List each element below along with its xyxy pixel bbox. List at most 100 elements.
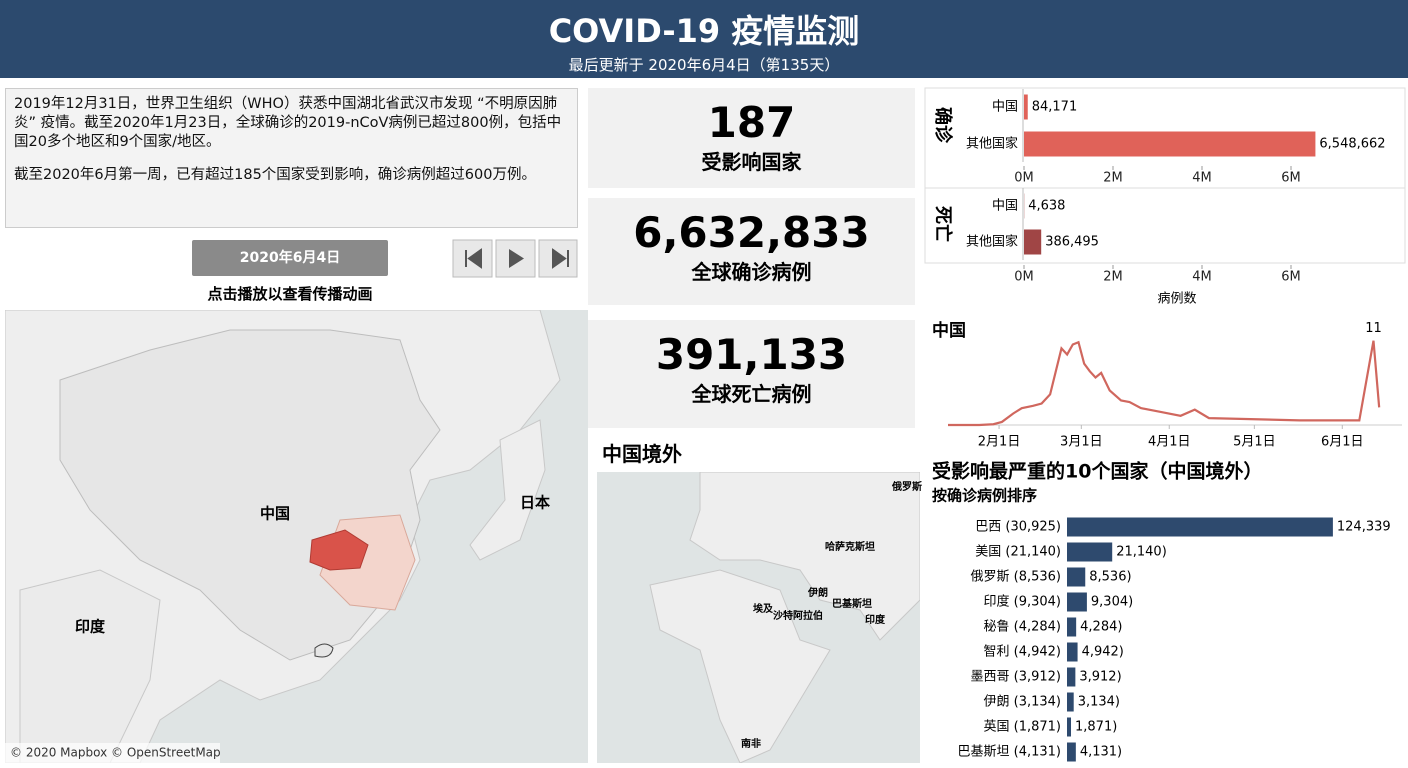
x-tick-label: 4M: [1192, 171, 1212, 186]
bar: [1067, 617, 1077, 637]
bar: [1024, 229, 1042, 255]
value-label: 3,134): [1078, 695, 1120, 710]
x-tick-label: 6M: [1281, 270, 1301, 285]
category-label: 伊朗 (3,134): [984, 695, 1062, 710]
player-controls: [452, 239, 578, 278]
x-tick-label: 2M: [1103, 171, 1123, 186]
value-label: 8,536): [1089, 570, 1131, 585]
map-label: 南非: [741, 737, 761, 750]
value-label: 1,871): [1075, 720, 1117, 735]
x-tick-label: 6月1日: [1321, 435, 1364, 450]
category-label: 俄罗斯 (8,536): [971, 570, 1062, 585]
map-label: 埃及: [753, 602, 774, 615]
value-label: 4,131): [1080, 745, 1122, 760]
line: [948, 340, 1381, 427]
category-label: 智利 (4,942): [984, 645, 1062, 660]
category-label: 美国 (21,140): [975, 545, 1061, 560]
value-label: 386,495: [1045, 235, 1099, 250]
x-tick-label: 4M: [1192, 270, 1212, 285]
bar: [1067, 742, 1076, 762]
section-title: 中国境外: [602, 442, 682, 466]
intro-text: 截至2020年6月第一周，已有超过185个国家受到影响，确诊病例超过600万例。: [14, 167, 536, 183]
category-label: 秘鲁 (4,284): [984, 620, 1062, 635]
header: COVID-19 疫情监测 最后更新于 2020年6月4日（第135天）: [0, 0, 1408, 78]
value-label: 21,140): [1116, 545, 1167, 560]
map-label: 日本: [520, 494, 550, 512]
stat-label: 全球死亡病例: [691, 382, 812, 406]
world-labels: 俄罗斯 哈萨克斯坦 伊朗 巴基斯坦 埃及 沙特阿拉伯 印度 南非: [741, 480, 922, 750]
value-label: 4,284): [1080, 620, 1122, 635]
category-label: 英国 (1,871): [984, 720, 1062, 735]
map-credit: © 2020 Mapbox © OpenStreetMap: [10, 746, 221, 760]
map-label: 沙特阿拉伯: [773, 609, 823, 622]
bar: [1067, 642, 1078, 662]
title: COVID-19 疫情监测: [548, 12, 860, 50]
x-tick-label: 3月1日: [1060, 435, 1103, 450]
map-label: 印度: [865, 613, 886, 626]
stat-label: 全球确诊病例: [691, 260, 812, 284]
panel: [924, 187, 1406, 264]
chart-title: 死亡: [932, 206, 954, 242]
x-tick-label: 6M: [1281, 171, 1301, 186]
value-label: 6,548,662: [1319, 137, 1385, 152]
map-label: 伊朗: [807, 586, 828, 599]
hubei: [309, 529, 369, 571]
value-label: 84,171: [1032, 100, 1078, 115]
map-label: 中国: [260, 505, 290, 523]
category-label: 墨西哥 (3,912): [971, 670, 1062, 685]
map-label: 巴基斯坦: [832, 597, 872, 610]
date-button[interactable]: 2020年6月4日: [192, 240, 388, 276]
subtitle: 最后更新于 2020年6月4日（第135天）: [568, 56, 840, 74]
map-label: 印度: [75, 618, 106, 636]
stat-value: 6,632,833: [633, 208, 870, 257]
asia-map: [5, 310, 588, 763]
stat-value: 187: [707, 98, 796, 147]
category-label: 印度 (9,304): [984, 594, 1062, 610]
stat-card: 6,632,833 全球确诊病例: [588, 198, 915, 305]
chart-title: 中国: [932, 320, 966, 341]
play-icon: [509, 249, 524, 268]
category-label: 其他国家: [966, 136, 1018, 152]
x-tick-label: 0M: [1014, 270, 1034, 285]
chart-subtitle: 按确诊病例排序: [932, 487, 1037, 505]
stat-label: 受影响国家: [701, 150, 802, 174]
india: [19, 569, 161, 763]
value-label: 3,912): [1079, 670, 1121, 685]
category-label: 巴基斯坦 (4,131): [958, 745, 1062, 760]
x-tick-label: 2M: [1103, 270, 1123, 285]
category-label: 中国: [992, 100, 1018, 115]
bar: [1024, 94, 1028, 120]
player-caption: 点击播放以查看传播动画: [207, 285, 373, 303]
chart-title: 受影响最严重的10个国家（中国境外）: [932, 460, 1262, 483]
stat-card: 391,133 全球死亡病例: [588, 320, 915, 428]
bar: [1067, 717, 1072, 737]
bar: [1067, 542, 1113, 562]
stat-value: 391,133: [655, 330, 848, 379]
value-label: 124,339: [1337, 520, 1391, 535]
island: [314, 643, 334, 658]
x-tick-label: 4月1日: [1148, 435, 1191, 450]
bar: [1067, 692, 1074, 712]
x-tick-label: 5月1日: [1233, 435, 1276, 450]
map-label: 哈萨克斯坦: [825, 540, 875, 553]
stat-card: 187 受影响国家: [588, 88, 915, 188]
credit-bg: [5, 743, 220, 763]
category-label: 其他国家: [966, 234, 1018, 250]
value-label: 4,638: [1028, 199, 1065, 214]
first-icon: [465, 248, 482, 269]
world-map: [597, 472, 920, 763]
x-axis-label: 病例数: [1157, 292, 1196, 307]
chart-title: 确诊: [932, 107, 954, 144]
intro-text: 2019年12月31日，世界卫生组织（WHO）获悉中国湖北省武汉市发现 “不明原…: [14, 96, 562, 150]
data-label: 11: [1365, 321, 1382, 336]
category-label: 中国: [992, 199, 1018, 214]
eurasia: [689, 472, 920, 641]
africa: [649, 569, 831, 763]
x-tick-label: 0M: [1014, 171, 1034, 186]
last-icon: [552, 248, 569, 269]
x-tick-label: 2月1日: [978, 435, 1021, 450]
bar: [1067, 592, 1087, 612]
japan: [469, 419, 546, 561]
